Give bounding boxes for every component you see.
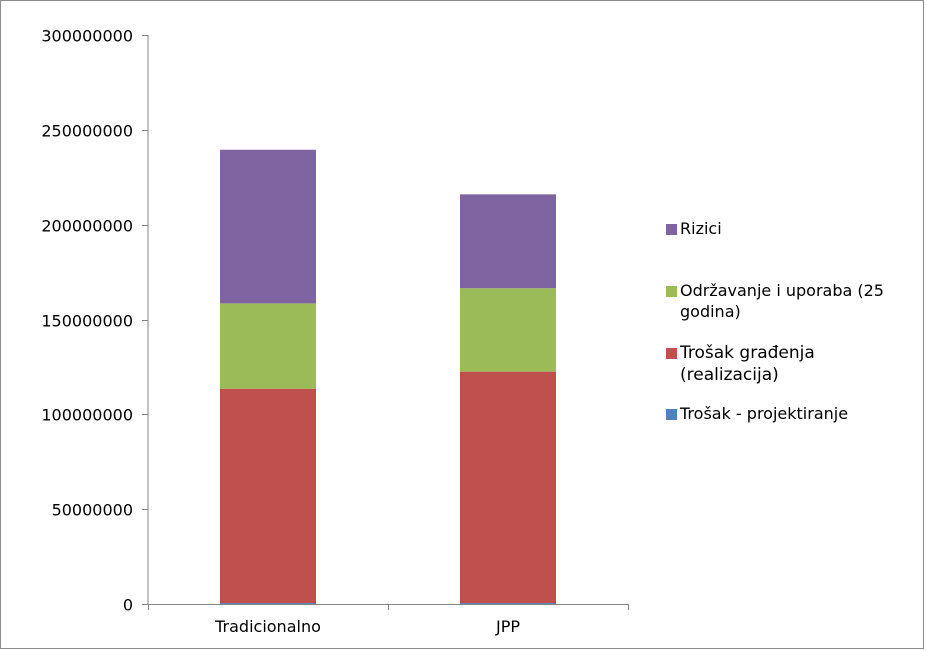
y-tick-label: 150000000 [41, 312, 133, 331]
legend-swatch [666, 286, 677, 297]
x-tick-label: Tradicionalno [214, 617, 321, 636]
bar-segment [460, 603, 556, 604]
legend-label: Trošak - projektiranje [680, 404, 849, 423]
y-tick-label: 100000000 [41, 406, 133, 425]
y-axis: 0 50000000 100000000 150000000 200000000 2500… [41, 27, 149, 615]
legend-label: Trošak građenja (realizacija) [680, 343, 815, 385]
legend-item-odrzavanje: Održavanje i uporaba (25 godina) [666, 280, 884, 322]
legend-swatch [666, 409, 677, 420]
x-axis: Tradicionalno JPP [148, 604, 629, 636]
bar-segment [220, 388, 316, 604]
legend-swatch [666, 348, 677, 359]
legend-label: Održavanje i uporaba (25 godina) [680, 281, 884, 321]
y-tick-label: 250000000 [41, 122, 133, 141]
legend-item-trosak-projektiranje: Trošak - projektiranje [666, 403, 848, 424]
legend-item-rizici: Rizici [666, 218, 722, 239]
x-tick-label: JPP [495, 617, 520, 636]
bar-segment [460, 194, 556, 289]
legend-label: Rizici [680, 219, 722, 238]
bar-segment [220, 603, 316, 604]
y-tick-label: 200000000 [41, 217, 133, 236]
bar-segment [460, 371, 556, 604]
legend-swatch [666, 224, 677, 235]
y-tick-label: 0 [123, 596, 133, 615]
y-tick-label: 300000000 [41, 27, 133, 46]
bar-segment [220, 303, 316, 389]
bar-segment [460, 288, 556, 372]
bars [220, 149, 556, 604]
legend-item-trosak-gradenja: Trošak građenja (realizacija) [666, 342, 815, 386]
y-tick-label: 50000000 [52, 501, 133, 520]
bar-segment [220, 149, 316, 304]
